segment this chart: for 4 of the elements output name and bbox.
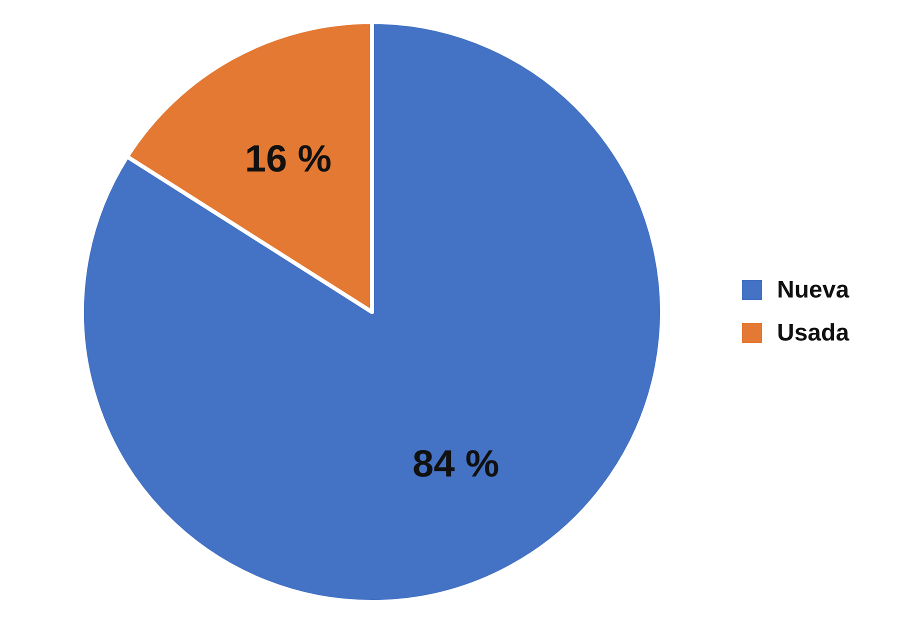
legend-label: Usada: [777, 320, 850, 346]
data-label: 16 %: [244, 138, 332, 181]
data-label: 84 %: [412, 443, 500, 486]
legend-label: Nueva: [777, 276, 850, 304]
